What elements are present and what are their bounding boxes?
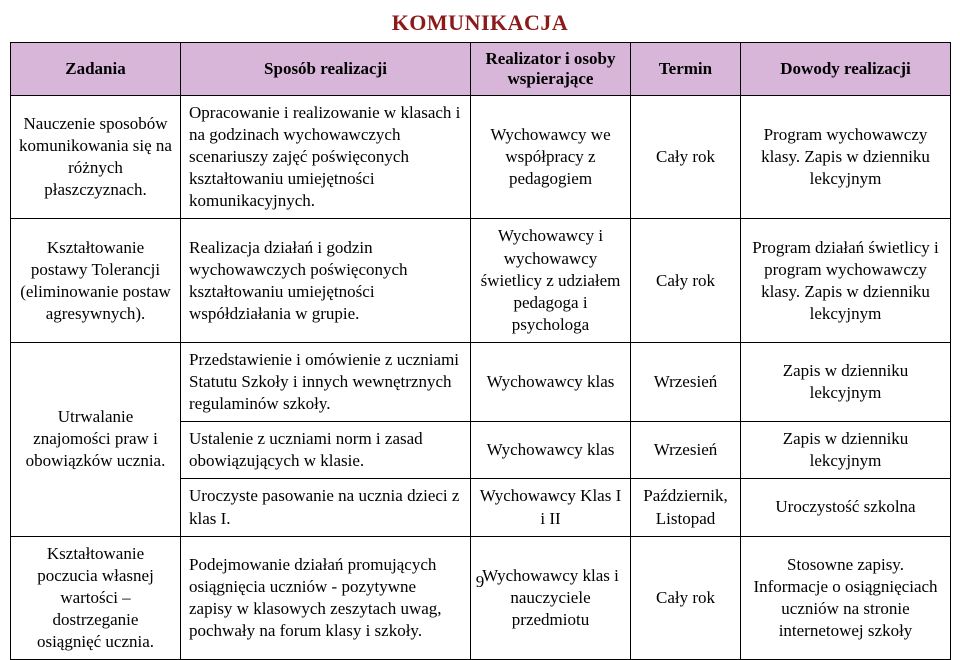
cell-term: Cały rok bbox=[631, 536, 741, 659]
table-row: Nauczenie sposobów komunikowania się na … bbox=[11, 96, 951, 219]
cell-who: Wychowawcy klas i nauczyciele przedmiotu bbox=[471, 536, 631, 659]
cell-evidence: Uroczystość szkolna bbox=[741, 479, 951, 536]
col-header-tasks: Zadania bbox=[11, 43, 181, 96]
cell-task: Nauczenie sposobów komunikowania się na … bbox=[11, 96, 181, 219]
cell-evidence: Zapis w dzienniku lekcyjnym bbox=[741, 422, 951, 479]
cell-term: Cały rok bbox=[631, 219, 741, 342]
table-row: Kształtowanie postawy Tolerancji (elimin… bbox=[11, 219, 951, 342]
cell-who: Wychowawcy klas bbox=[471, 342, 631, 421]
cell-who: Wychowawcy klas bbox=[471, 422, 631, 479]
cell-method: Realizacja działań i godzin wychowawczyc… bbox=[181, 219, 471, 342]
cell-term: Październik, Listopad bbox=[631, 479, 741, 536]
cell-who: Wychowawcy we współpracy z pedagogiem bbox=[471, 96, 631, 219]
col-header-method: Sposób realizacji bbox=[181, 43, 471, 96]
cell-method: Przedstawienie i omówienie z uczniami St… bbox=[181, 342, 471, 421]
cell-evidence: Program działań świetlicy i program wych… bbox=[741, 219, 951, 342]
cell-term: Wrzesień bbox=[631, 342, 741, 421]
curriculum-table: Zadania Sposób realizacji Realizator i o… bbox=[10, 42, 951, 660]
col-header-term: Termin bbox=[631, 43, 741, 96]
cell-task: Kształtowanie postawy Tolerancji (elimin… bbox=[11, 219, 181, 342]
cell-method: Opracowanie i realizowanie w klasach i n… bbox=[181, 96, 471, 219]
cell-term: Cały rok bbox=[631, 96, 741, 219]
table-header-row: Zadania Sposób realizacji Realizator i o… bbox=[11, 43, 951, 96]
table-row: Utrwalanie znajomości praw i obowiązków … bbox=[11, 342, 951, 421]
cell-task: Kształtowanie poczucia własnej wartości … bbox=[11, 536, 181, 659]
cell-task: Utrwalanie znajomości praw i obowiązków … bbox=[11, 342, 181, 536]
cell-evidence: Zapis w dzienniku lekcyjnym bbox=[741, 342, 951, 421]
col-header-who: Realizator i osoby wspierające bbox=[471, 43, 631, 96]
section-title: KOMUNIKACJA bbox=[0, 0, 960, 42]
table-row: Kształtowanie poczucia własnej wartości … bbox=[11, 536, 951, 659]
col-header-evidence: Dowody realizacji bbox=[741, 43, 951, 96]
cell-who: Wychowawcy Klas I i II bbox=[471, 479, 631, 536]
page-number: 9 bbox=[0, 572, 960, 592]
cell-method: Uroczyste pasowanie na ucznia dzieci z k… bbox=[181, 479, 471, 536]
cell-evidence: Stosowne zapisy. Informacje o osiągnięci… bbox=[741, 536, 951, 659]
cell-who: Wychowawcy i wychowawcy świetlicy z udzi… bbox=[471, 219, 631, 342]
cell-term: Wrzesień bbox=[631, 422, 741, 479]
cell-evidence: Program wychowawczy klasy. Zapis w dzien… bbox=[741, 96, 951, 219]
cell-method: Ustalenie z uczniami norm i zasad obowią… bbox=[181, 422, 471, 479]
cell-method: Podejmowanie działań promujących osiągni… bbox=[181, 536, 471, 659]
